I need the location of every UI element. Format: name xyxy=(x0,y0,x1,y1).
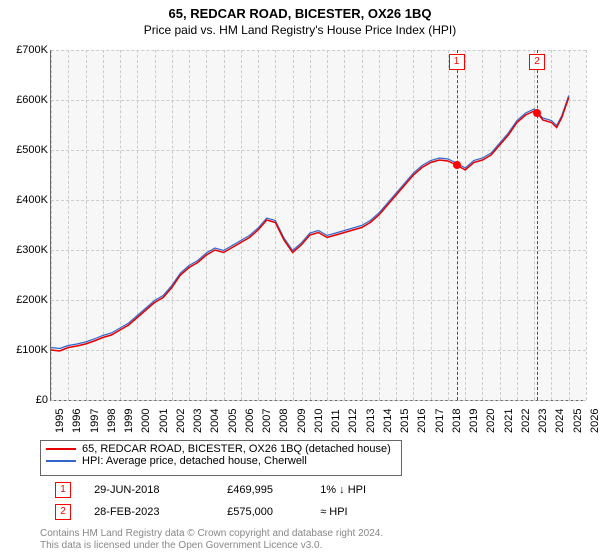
legend: 65, REDCAR ROAD, BICESTER, OX26 1BQ (det… xyxy=(40,440,402,476)
xtick-label: 2000 xyxy=(140,409,152,433)
sale-dot xyxy=(533,109,541,117)
ytick-label: £0 xyxy=(3,394,48,406)
marker-badge-1: 1 xyxy=(55,482,71,498)
xtick-label: 2014 xyxy=(382,409,394,433)
xtick-label: 2016 xyxy=(416,409,428,433)
xtick-label: 2025 xyxy=(572,409,584,433)
sale-marker-float: 2 xyxy=(529,54,545,70)
xtick-label: 2021 xyxy=(503,409,515,433)
xtick-label: 1999 xyxy=(123,409,135,433)
xtick-label: 2020 xyxy=(485,409,497,433)
legend-label-1: HPI: Average price, detached house, Cher… xyxy=(82,455,307,467)
xtick-label: 2023 xyxy=(537,409,549,433)
ytick-label: £700K xyxy=(3,44,48,56)
xtick-label: 2003 xyxy=(192,409,204,433)
xtick-label: 2015 xyxy=(399,409,411,433)
xtick-label: 1998 xyxy=(106,409,118,433)
xtick-label: 2024 xyxy=(554,409,566,433)
series-line-0 xyxy=(51,98,569,352)
xtick-label: 2013 xyxy=(365,409,377,433)
sale-row-1: 1 29-JUN-2018 £469,995 1% ↓ HPI xyxy=(55,482,555,498)
sale-price-2: £575,000 xyxy=(227,506,317,518)
sale-marker-float: 1 xyxy=(449,54,465,70)
plot-area: 12 xyxy=(50,50,586,401)
ytick-label: £500K xyxy=(3,144,48,156)
marker-badge-2: 2 xyxy=(55,504,71,520)
sale-price-1: £469,995 xyxy=(227,484,317,496)
legend-swatch-1 xyxy=(46,460,76,462)
xtick-label: 2019 xyxy=(468,409,480,433)
footnote: Contains HM Land Registry data © Crown c… xyxy=(40,528,383,552)
ytick-label: £600K xyxy=(3,94,48,106)
series-svg xyxy=(51,50,586,400)
series-line-1 xyxy=(51,96,569,349)
footnote-line-1: Contains HM Land Registry data © Crown c… xyxy=(40,528,383,540)
xtick-label: 2017 xyxy=(434,409,446,433)
chart-subtitle: Price paid vs. HM Land Registry's House … xyxy=(0,21,600,37)
sale-date-1: 29-JUN-2018 xyxy=(94,484,224,496)
xtick-label: 1996 xyxy=(71,409,83,433)
ytick-label: £300K xyxy=(3,244,48,256)
sale-dot xyxy=(453,161,461,169)
xtick-label: 2026 xyxy=(589,409,600,433)
xtick-label: 2006 xyxy=(244,409,256,433)
xtick-label: 2001 xyxy=(158,409,170,433)
sale-date-2: 28-FEB-2023 xyxy=(94,506,224,518)
xtick-label: 2018 xyxy=(451,409,463,433)
legend-label-0: 65, REDCAR ROAD, BICESTER, OX26 1BQ (det… xyxy=(82,443,391,455)
sale-pct-2: ≈ HPI xyxy=(320,506,400,518)
xtick-label: 2007 xyxy=(261,409,273,433)
ytick-label: £200K xyxy=(3,294,48,306)
chart-title: 65, REDCAR ROAD, BICESTER, OX26 1BQ xyxy=(0,0,600,21)
xtick-label: 1995 xyxy=(54,409,66,433)
xtick-label: 2011 xyxy=(330,409,342,433)
xtick-label: 2008 xyxy=(278,409,290,433)
xtick-label: 2004 xyxy=(209,409,221,433)
xtick-label: 2005 xyxy=(227,409,239,433)
xtick-label: 1997 xyxy=(89,409,101,433)
ytick-label: £400K xyxy=(3,194,48,206)
legend-swatch-0 xyxy=(46,448,76,450)
xtick-label: 2009 xyxy=(296,409,308,433)
xtick-label: 2022 xyxy=(520,409,532,433)
xtick-label: 2010 xyxy=(313,409,325,433)
xtick-label: 2002 xyxy=(175,409,187,433)
sale-row-2: 2 28-FEB-2023 £575,000 ≈ HPI xyxy=(55,504,555,520)
ytick-label: £100K xyxy=(3,344,48,356)
chart-container: { "title": "65, REDCAR ROAD, BICESTER, O… xyxy=(0,0,600,560)
footnote-line-2: This data is licensed under the Open Gov… xyxy=(40,540,383,552)
sale-pct-1: 1% ↓ HPI xyxy=(320,484,400,496)
xtick-label: 2012 xyxy=(347,409,359,433)
